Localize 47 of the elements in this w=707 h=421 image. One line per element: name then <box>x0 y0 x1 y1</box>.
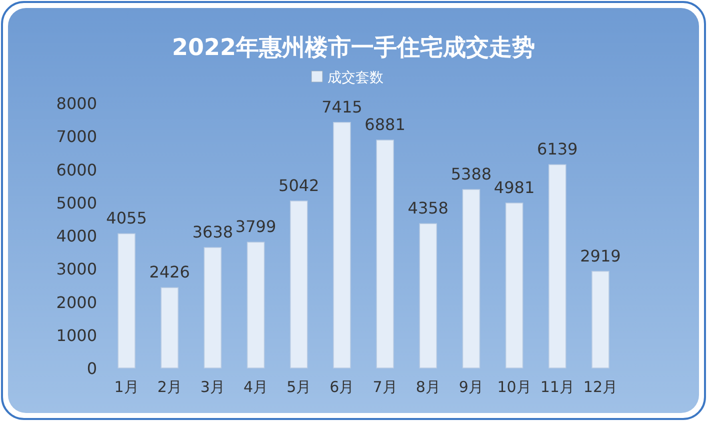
x-tick-label: 5月 <box>286 378 312 396</box>
bar <box>160 287 179 368</box>
y-tick-label: 3000 <box>56 260 97 279</box>
bar <box>462 189 480 368</box>
bar <box>376 140 394 368</box>
x-tick-label: 7月 <box>372 378 398 396</box>
data-label: 4055 <box>106 208 147 228</box>
bar <box>204 247 222 368</box>
x-tick-label: 12月 <box>583 378 618 396</box>
bar <box>333 122 351 368</box>
y-tick-label: 6000 <box>56 160 97 180</box>
data-label: 2426 <box>149 262 190 282</box>
y-tick-label: 2000 <box>56 292 97 312</box>
data-label: 2919 <box>580 246 621 266</box>
data-label: 3799 <box>235 217 276 236</box>
bar <box>592 270 610 368</box>
x-tick-label: 2月 <box>157 378 182 396</box>
data-label: 6139 <box>537 140 578 159</box>
bar <box>505 202 524 368</box>
chart-title: 2022年惠州楼市一手住宅成交走势 <box>172 34 536 61</box>
data-label: 6881 <box>364 115 406 134</box>
data-label: 5388 <box>450 164 492 184</box>
x-tick-label: 9月 <box>458 378 484 396</box>
data-label: 7415 <box>322 97 362 116</box>
y-tick-label: 7000 <box>56 127 97 146</box>
x-tick-label: 10月 <box>497 378 532 396</box>
data-label: 4981 <box>494 178 535 198</box>
y-tick-label: 5000 <box>56 193 97 212</box>
legend: 成交套数 <box>311 70 384 86</box>
x-tick-label: 1月 <box>114 378 139 396</box>
data-label: 5042 <box>278 176 320 195</box>
bar <box>246 242 265 368</box>
x-tick-label: 6月 <box>330 378 354 396</box>
x-tick-label: 3月 <box>200 378 225 396</box>
y-tick-label: 1000 <box>56 326 97 345</box>
x-tick-label: 11月 <box>540 378 574 396</box>
data-label: 3638 <box>192 222 234 242</box>
y-tick-label: 4000 <box>56 226 97 246</box>
y-tick-label: 0 <box>86 359 97 378</box>
x-tick-label: 4月 <box>244 378 268 396</box>
bar <box>419 223 438 368</box>
y-tick-label: 8000 <box>56 94 97 113</box>
bar <box>290 200 308 368</box>
x-tick-label: 8月 <box>416 378 440 396</box>
data-label: 4358 <box>408 198 448 218</box>
bar <box>118 233 136 368</box>
bar <box>548 164 566 368</box>
